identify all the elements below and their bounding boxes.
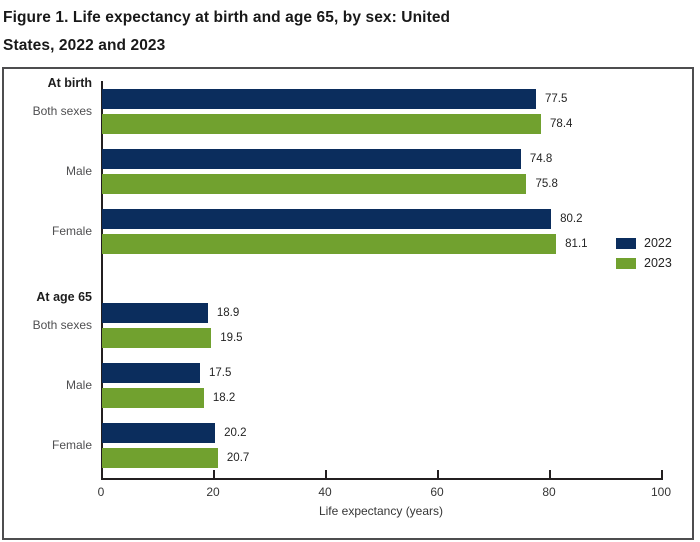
bar-2023: [102, 234, 557, 254]
bar-2023: [102, 388, 204, 408]
x-axis-title: Life expectancy (years): [318, 504, 444, 518]
bar-value-label: 18.9: [216, 307, 240, 319]
x-tick: [661, 470, 663, 478]
x-tick-label: 20: [206, 485, 220, 499]
bar-2022: [102, 423, 216, 443]
bar-value-label: 75.8: [535, 178, 558, 190]
bar-value-label: 20.2: [224, 427, 247, 439]
figure-title-line2: States, 2022 and 2023: [3, 37, 166, 54]
x-tick-label: 0: [97, 485, 105, 499]
category-label: Both sexes: [32, 104, 92, 118]
bar-2022: [102, 303, 208, 323]
x-tick: [325, 470, 327, 478]
figure-title-line1: Figure 1. Life expectancy at birth and a…: [3, 9, 451, 26]
figure-title: Figure 1. Life expectancy at birth and a…: [3, 4, 693, 60]
x-tick: [549, 470, 551, 478]
x-tick-label: 100: [650, 485, 672, 499]
bar-2022: [102, 363, 200, 383]
category-label: Female: [51, 224, 92, 238]
section-header: At birth: [47, 76, 92, 90]
section-header: At age 65: [36, 290, 92, 304]
legend-swatch-2023: [616, 258, 636, 269]
x-tick: [437, 470, 439, 478]
bar-2023: [102, 114, 542, 134]
bar-value-label: 78.4: [550, 118, 573, 130]
category-label: Female: [51, 438, 92, 452]
bar-value-label: 80.2: [560, 213, 583, 225]
x-tick-label: 80: [542, 485, 556, 499]
x-tick-label: 40: [318, 485, 332, 499]
legend-swatch-2022: [616, 238, 636, 249]
bar-value-label: 77.5: [545, 93, 568, 105]
bar-2022: [102, 209, 552, 229]
bar-2022: [102, 149, 521, 169]
x-axis-line: [101, 478, 663, 480]
category-label: Male: [65, 164, 92, 178]
bar-value-label: 17.5: [209, 367, 232, 379]
bar-value-label: 20.7: [226, 452, 250, 464]
legend-label-2022: 2022: [644, 236, 672, 250]
bar-value-label: 19.5: [220, 332, 243, 344]
bar-value-label: 81.1: [565, 238, 588, 250]
bar-value-label: 18.2: [212, 392, 236, 404]
bar-value-label: 74.8: [529, 153, 553, 165]
chart-box: 0 20 40 60 80 100 Life expectancy (years) At bi…: [2, 67, 694, 540]
legend-label-2023: 2023: [644, 256, 672, 270]
bar-2022: [102, 89, 536, 109]
y-axis-line: [101, 81, 103, 478]
category-label: Both sexes: [32, 318, 92, 332]
bar-2023: [102, 174, 527, 194]
bar-2023: [102, 448, 218, 468]
x-tick-label: 60: [430, 485, 444, 499]
category-label: Male: [65, 378, 92, 392]
x-tick: [213, 470, 215, 478]
bar-2023: [102, 328, 212, 348]
